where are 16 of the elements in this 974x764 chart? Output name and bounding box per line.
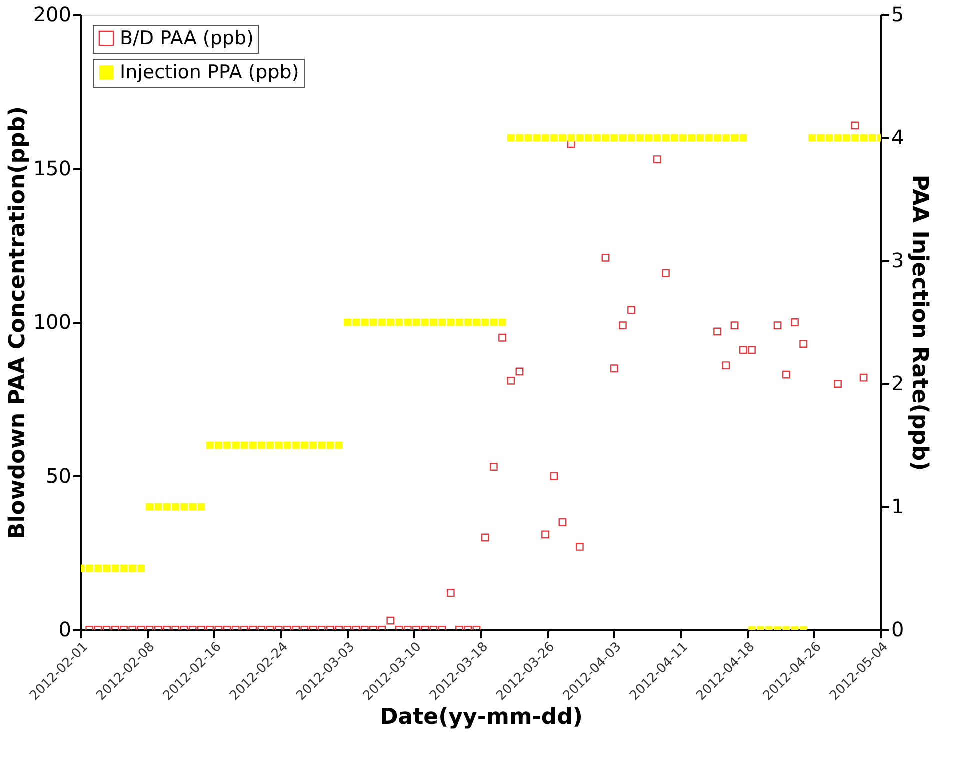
y2-tick-label: 3 xyxy=(892,248,904,272)
y2-tick-label: 0 xyxy=(892,618,904,642)
legend-label: Injection PPA (ppb) xyxy=(120,62,300,84)
y2-tick-label: 2 xyxy=(892,372,904,396)
y2-tick-label: 1 xyxy=(892,494,904,518)
y-tick-label: 100 xyxy=(33,310,72,334)
y2-tick-label: 5 xyxy=(892,2,904,26)
legend-label: B/D PAA (ppb) xyxy=(120,28,254,50)
y-tick-label: 150 xyxy=(33,156,72,180)
y-tick-label: 0 xyxy=(58,618,72,642)
y-tick-label: 50 xyxy=(46,464,72,488)
y-tick-label: 200 xyxy=(33,2,72,26)
y2-axis-title: PAA Injection Rate(ppb) xyxy=(907,174,932,472)
x-axis-title: Date(yy-mm-dd) xyxy=(380,705,583,730)
y2-tick-label: 4 xyxy=(892,126,904,150)
y-axis-title: Blowdown PAA Concentration(ppb) xyxy=(5,106,30,540)
